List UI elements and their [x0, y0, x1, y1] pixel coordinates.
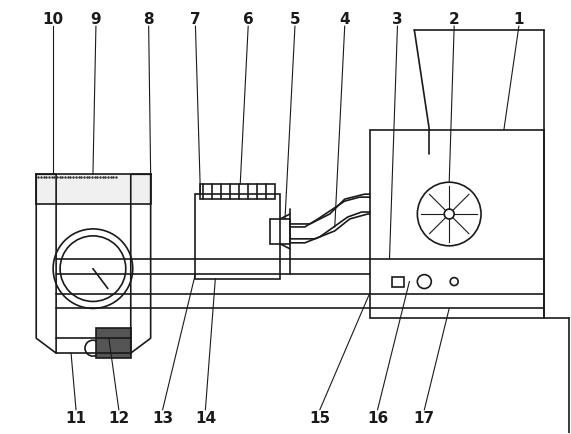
Text: 6: 6 — [243, 12, 254, 27]
Text: 14: 14 — [195, 410, 216, 425]
Text: 4: 4 — [339, 12, 350, 27]
Text: 16: 16 — [367, 410, 388, 425]
Bar — [36, 175, 151, 204]
Bar — [200, 185, 275, 200]
Circle shape — [85, 340, 101, 356]
Text: 11: 11 — [66, 410, 87, 425]
Text: 13: 13 — [152, 410, 173, 425]
Text: 15: 15 — [309, 410, 331, 425]
Text: 7: 7 — [190, 12, 201, 27]
Text: 1: 1 — [513, 12, 524, 27]
Text: 3: 3 — [392, 12, 403, 27]
Text: 2: 2 — [449, 12, 460, 27]
Text: 9: 9 — [91, 12, 101, 27]
Text: 17: 17 — [414, 410, 435, 425]
Bar — [96, 329, 131, 358]
Bar — [392, 277, 404, 287]
Bar — [270, 220, 290, 244]
Text: 5: 5 — [289, 12, 300, 27]
Text: 10: 10 — [43, 12, 64, 27]
Text: 8: 8 — [143, 12, 154, 27]
Text: 12: 12 — [108, 410, 130, 425]
Bar — [195, 195, 280, 279]
Bar — [369, 130, 544, 319]
